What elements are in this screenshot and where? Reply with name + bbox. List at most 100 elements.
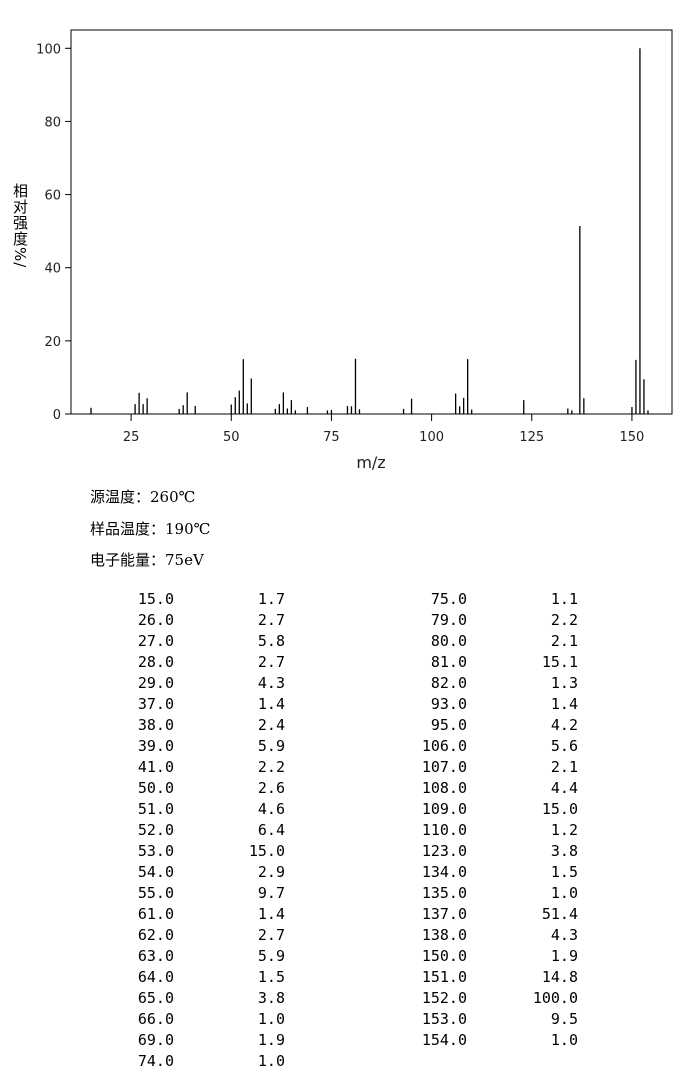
mz-cell: 63.0 [137,947,174,965]
intensity-cell: 1.0 [257,1010,285,1028]
intensity-cell: 1.9 [257,1031,285,1049]
mz-cell: 150.0 [421,947,467,965]
intensity-cell: 1.2 [550,821,578,839]
mz-cell: 135.0 [421,884,467,902]
intensity-cell: 15.0 [541,800,578,818]
intensity-cell: 9.5 [550,1010,578,1028]
x-axis-label: m/z [356,453,385,472]
y-tick-label: 20 [44,335,61,350]
intensity-cell: 2.2 [550,611,578,629]
mz-cell: 52.0 [137,821,174,839]
intensity-cell: 15.1 [541,653,578,671]
mz-cell: 65.0 [137,989,174,1007]
mz-cell: 41.0 [137,758,174,776]
intensity-cell: 100.0 [532,989,578,1007]
x-tick-label: 150 [620,430,645,445]
y-tick-label: 80 [44,115,61,130]
mz-cell: 75.0 [430,590,467,608]
mz-cell: 64.0 [137,968,174,986]
intensity-cell: 1.4 [550,695,578,713]
intensity-cell: 2.1 [550,632,578,650]
intensity-cell: 1.0 [257,1052,285,1070]
intensity-cell: 15.0 [248,842,285,860]
intensity-cell: 9.7 [257,884,285,902]
mz-cell: 110.0 [421,821,467,839]
y-tick-label: 40 [44,262,61,277]
mz-cell: 29.0 [137,674,174,692]
mz-cell: 152.0 [421,989,467,1007]
intensity-cell: 2.2 [257,758,285,776]
condition-line: 源温度：260℃ [90,488,196,506]
intensity-cell: 2.1 [550,758,578,776]
mz-cell: 50.0 [137,779,174,797]
intensity-cell: 6.4 [257,821,285,839]
mz-cell: 79.0 [430,611,467,629]
mz-cell: 109.0 [421,800,467,818]
mz-cell: 80.0 [430,632,467,650]
x-tick-label: 50 [223,430,240,445]
mz-cell: 55.0 [137,884,174,902]
mz-cell: 74.0 [137,1052,174,1070]
intensity-cell: 1.5 [550,863,578,881]
x-tick-label: 100 [419,430,444,445]
plot-frame [70,29,673,415]
intensity-cell: 2.6 [257,779,285,797]
intensity-cell: 3.8 [550,842,578,860]
intensity-cell: 1.0 [550,1031,578,1049]
mz-cell: 151.0 [421,968,467,986]
mz-cell: 61.0 [137,905,174,923]
condition-line: 电子能量：75eV [90,551,204,569]
mz-cell: 38.0 [137,716,174,734]
x-tick-label: 25 [123,430,140,445]
mz-cell: 54.0 [137,863,174,881]
intensity-cell: 1.0 [550,884,578,902]
mz-cell: 26.0 [137,611,174,629]
mz-cell: 66.0 [137,1010,174,1028]
mz-cell: 108.0 [421,779,467,797]
intensity-cell: 2.7 [257,926,285,944]
intensity-cell: 1.4 [257,905,285,923]
intensity-cell: 51.4 [541,905,578,923]
mz-cell: 82.0 [430,674,467,692]
condition-line: 样品温度：190℃ [90,519,211,538]
mz-cell: 51.0 [137,800,174,818]
mz-cell: 95.0 [430,716,467,734]
mz-cell: 39.0 [137,737,174,755]
y-tick-label: 60 [44,189,61,204]
intensity-cell: 4.6 [257,800,285,818]
mz-cell: 137.0 [421,905,467,923]
mz-cell: 93.0 [430,695,467,713]
intensity-cell: 5.6 [550,737,578,755]
intensity-cell: 1.3 [550,674,578,692]
intensity-cell: 2.4 [257,716,285,734]
mz-cell: 37.0 [137,695,174,713]
mz-cell: 134.0 [421,863,467,881]
intensity-cell: 5.8 [257,632,285,650]
intensity-cell: 1.4 [257,695,285,713]
mz-cell: 106.0 [421,737,467,755]
intensity-cell: 5.9 [257,947,285,965]
intensity-cell: 2.7 [257,611,285,629]
mz-cell: 62.0 [137,926,174,944]
mz-cell: 81.0 [430,653,467,671]
intensity-cell: 2.9 [257,863,285,881]
intensity-cell: 5.9 [257,737,285,755]
intensity-cell: 4.2 [550,716,578,734]
mz-cell: 27.0 [137,632,174,650]
intensity-cell: 1.5 [257,968,285,986]
intensity-cell: 1.1 [550,590,578,608]
intensity-cell: 14.8 [541,968,578,986]
intensity-cell: 4.3 [550,926,578,944]
mz-cell: 138.0 [421,926,467,944]
mz-cell: 123.0 [421,842,467,860]
mz-cell: 154.0 [421,1031,467,1049]
intensity-cell: 1.9 [550,947,578,965]
x-tick-label: 75 [323,430,340,445]
mz-cell: 53.0 [137,842,174,860]
intensity-cell: 3.8 [257,989,285,1007]
x-tick-label: 125 [519,430,544,445]
mz-cell: 153.0 [421,1010,467,1028]
mz-cell: 69.0 [137,1031,174,1049]
mz-cell: 15.0 [137,590,174,608]
